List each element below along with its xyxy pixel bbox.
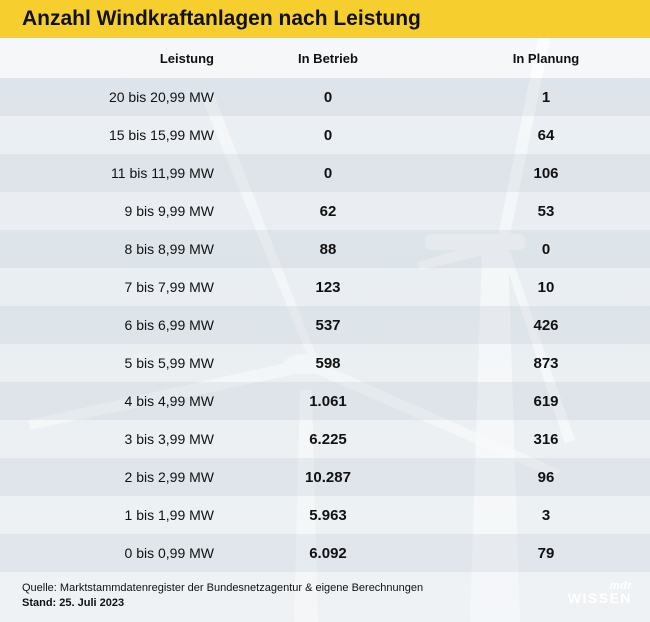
row-in-betrieb: 0 (323, 127, 333, 144)
row-in-planung: 1 (541, 89, 551, 106)
table-row: 20 bis 20,99 MW 0 1 (0, 78, 650, 116)
date-note: Stand: 25. Juli 2023 (22, 597, 125, 609)
row-leistung: 15 bis 15,99 MW (108, 127, 214, 143)
table-row: 8 bis 8,99 MW 88 0 (0, 230, 650, 268)
row-in-betrieb: 6.225 (309, 431, 347, 448)
logo-sub: WISSEN (567, 590, 632, 606)
row-leistung: 7 bis 7,99 MW (124, 279, 214, 295)
row-leistung: 20 bis 20,99 MW (108, 89, 214, 105)
row-in-planung: 53 (537, 203, 555, 220)
row-in-betrieb: 5.963 (309, 507, 347, 524)
chart-title: Anzahl Windkraftanlagen nach Leistung (22, 7, 421, 30)
table-row: 3 bis 3,99 MW 6.225 316 (0, 420, 650, 458)
table-header: Leistung In Betrieb In Planung (0, 38, 650, 78)
footer: Quelle: Marktstammdatenregister der Bund… (0, 572, 650, 622)
row-leistung: 1 bis 1,99 MW (124, 507, 214, 523)
row-in-planung: 0 (541, 241, 551, 258)
table-row: 6 bis 6,99 MW 537 426 (0, 306, 650, 344)
row-leistung: 5 bis 5,99 MW (124, 355, 214, 371)
table-row: 15 bis 15,99 MW 0 64 (0, 116, 650, 154)
row-leistung: 3 bis 3,99 MW (124, 431, 214, 447)
row-in-planung: 64 (537, 127, 555, 144)
row-in-betrieb: 6.092 (309, 545, 347, 562)
row-leistung: 9 bis 9,99 MW (124, 203, 214, 219)
mdr-wissen-logo: mdr WISSEN (566, 580, 632, 612)
row-leistung: 0 bis 0,99 MW (124, 545, 214, 561)
header-in-betrieb: In Betrieb (298, 51, 358, 66)
row-in-planung: 873 (533, 355, 559, 372)
row-in-planung: 106 (533, 165, 559, 182)
table-row: 9 bis 9,99 MW 62 53 (0, 192, 650, 230)
table-row: 4 bis 4,99 MW 1.061 619 (0, 382, 650, 420)
row-in-betrieb: 537 (315, 317, 341, 334)
header-in-planung: In Planung (512, 51, 580, 66)
row-in-planung: 96 (537, 469, 555, 486)
table-row: 2 bis 2,99 MW 10.287 96 (0, 458, 650, 496)
row-in-planung: 3 (541, 507, 551, 524)
row-in-betrieb: 88 (319, 241, 337, 258)
header-leistung: Leistung (159, 51, 214, 66)
row-leistung: 4 bis 4,99 MW (124, 393, 214, 409)
source-note: Quelle: Marktstammdatenregister der Bund… (22, 582, 424, 594)
row-leistung: 11 bis 11,99 MW (111, 165, 214, 181)
table-row: 5 bis 5,99 MW 598 873 (0, 344, 650, 382)
title-bar: Anzahl Windkraftanlagen nach Leistung (0, 0, 650, 38)
row-leistung: 6 bis 6,99 MW (124, 317, 214, 333)
row-in-planung: 426 (533, 317, 559, 334)
row-in-betrieb: 123 (315, 279, 341, 296)
table-row: 7 bis 7,99 MW 123 10 (0, 268, 650, 306)
table-row: 1 bis 1,99 MW 5.963 3 (0, 496, 650, 534)
row-in-planung: 10 (537, 279, 555, 296)
logo-brand: mdr (609, 580, 632, 592)
row-leistung: 8 bis 8,99 MW (124, 241, 214, 257)
row-in-planung: 316 (533, 431, 559, 448)
table-row: 0 bis 0,99 MW 6.092 79 (0, 534, 650, 572)
row-leistung: 2 bis 2,99 MW (124, 469, 214, 485)
row-in-betrieb: 598 (315, 355, 341, 372)
row-in-planung: 619 (533, 393, 559, 410)
table-row: 11 bis 11,99 MW 0 106 (0, 154, 650, 192)
row-in-planung: 79 (537, 545, 555, 562)
row-in-betrieb: 0 (323, 165, 333, 182)
row-in-betrieb: 62 (319, 203, 337, 220)
row-in-betrieb: 0 (323, 89, 333, 106)
row-in-betrieb: 1.061 (309, 393, 347, 410)
table-body: 20 bis 20,99 MW 0 1 15 bis 15,99 MW 0 64 11 bi… (0, 78, 650, 572)
row-in-betrieb: 10.287 (305, 469, 351, 486)
